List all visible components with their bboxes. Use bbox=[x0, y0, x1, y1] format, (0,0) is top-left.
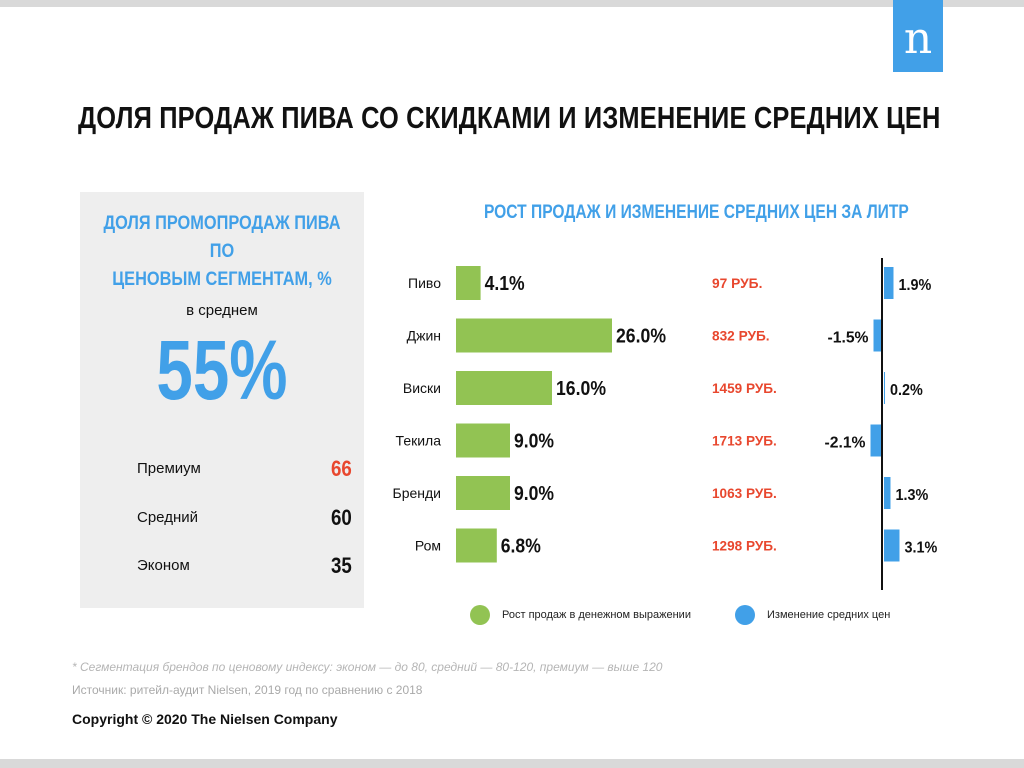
sales-bar bbox=[456, 476, 510, 510]
category-label: Джин bbox=[407, 328, 441, 344]
segment-name: Эконом bbox=[137, 557, 190, 574]
segment-value: 60 bbox=[331, 505, 352, 530]
legend-dot-sales bbox=[470, 605, 490, 625]
legend-dot-price bbox=[735, 605, 755, 625]
segment-row-economy: Эконом 35 bbox=[137, 553, 352, 578]
category-label: Пиво bbox=[408, 275, 441, 291]
price-change-bar bbox=[870, 424, 881, 457]
sales-value-label: 26.0% bbox=[616, 326, 666, 348]
sales-bar bbox=[456, 528, 497, 563]
copyright: Copyright © 2020 The Nielsen Company bbox=[72, 711, 338, 727]
avg-price-label: 1063 РУБ. bbox=[712, 485, 777, 501]
footnote: * Сегментация брендов по ценовому индекс… bbox=[72, 660, 663, 674]
bottom-border bbox=[0, 759, 1024, 768]
sales-bar bbox=[456, 318, 612, 353]
category-label: Бренди bbox=[393, 485, 441, 501]
segment-row-premium: Премиум 66 bbox=[137, 456, 352, 481]
price-change-bar bbox=[884, 529, 900, 562]
chart-title: РОСТ ПРОДАЖ И ИЗМЕНЕНИЕ СРЕДНИХ ЦЕН ЗА Л… bbox=[484, 202, 909, 223]
price-change-label: -1.5% bbox=[828, 330, 869, 347]
segment-value: 66 bbox=[331, 456, 352, 481]
page-title: ДОЛЯ ПРОДАЖ ПИВА СО СКИДКАМИ И ИЗМЕНЕНИЕ… bbox=[78, 100, 941, 135]
price-change-bar bbox=[884, 372, 885, 404]
legend-label-price: Изменение средних цен bbox=[767, 609, 891, 621]
avg-price-label: 1298 РУБ. bbox=[712, 538, 777, 554]
price-change-label: 1.3% bbox=[896, 487, 929, 504]
panel-title-line2: ЦЕНОВЫМ СЕГМЕНТАМ, % bbox=[112, 269, 332, 290]
price-change-bar bbox=[884, 267, 894, 299]
segment-value: 35 bbox=[331, 553, 352, 578]
logo-letter: n bbox=[903, 13, 933, 64]
panel-title: ДОЛЯ ПРОМОПРОДАЖ ПИВА ПО ЦЕНОВЫМ СЕГМЕНТ… bbox=[100, 210, 344, 294]
price-change-label: 3.1% bbox=[905, 540, 938, 557]
source-note: Источник: ритейл-аудит Nielsen, 2019 год… bbox=[72, 683, 423, 697]
segment-name: Средний bbox=[137, 509, 198, 526]
price-change-bar bbox=[884, 477, 891, 509]
segment-row-middle: Средний 60 bbox=[137, 505, 352, 530]
sales-value-label: 6.8% bbox=[501, 536, 541, 558]
sales-bar bbox=[456, 423, 510, 458]
category-label: Ром bbox=[415, 538, 441, 554]
sales-price-chart: Пиво 4.1% 97 РУБ. 1.9% Джин 26.0% 832 РУБ. -1.5… bbox=[393, 258, 938, 590]
avg-price-label: 97 РУБ. bbox=[712, 275, 762, 291]
sales-value-label: 9.0% bbox=[514, 483, 554, 505]
avg-price-label: 1713 РУБ. bbox=[712, 433, 777, 449]
price-change-bar bbox=[873, 319, 881, 352]
price-change-label: -2.1% bbox=[825, 435, 866, 452]
sales-value-label: 9.0% bbox=[514, 431, 554, 453]
category-label: Текила bbox=[396, 433, 442, 449]
avg-price-label: 832 РУБ. bbox=[712, 328, 770, 344]
category-label: Виски bbox=[403, 380, 441, 396]
sales-bar bbox=[456, 371, 552, 405]
nielsen-logo: n bbox=[893, 0, 943, 72]
legend-label-sales: Рост продаж в денежном выражении bbox=[502, 609, 691, 621]
price-change-label: 1.9% bbox=[899, 277, 932, 294]
top-border bbox=[0, 0, 1024, 7]
price-change-label: 0.2% bbox=[890, 382, 923, 399]
sales-value-label: 16.0% bbox=[556, 378, 606, 400]
segment-name: Премиум bbox=[137, 460, 201, 477]
average-label: в среднем bbox=[186, 302, 258, 319]
panel-title-line1: ДОЛЯ ПРОМОПРОДАЖ ПИВА ПО bbox=[103, 213, 341, 262]
promo-share-panel: ДОЛЯ ПРОМОПРОДАЖ ПИВА ПО ЦЕНОВЫМ СЕГМЕНТ… bbox=[80, 192, 364, 608]
sales-value-label: 4.1% bbox=[485, 273, 525, 295]
average-value: 55% bbox=[156, 323, 288, 417]
avg-price-label: 1459 РУБ. bbox=[712, 380, 777, 396]
sales-bar bbox=[456, 266, 481, 300]
